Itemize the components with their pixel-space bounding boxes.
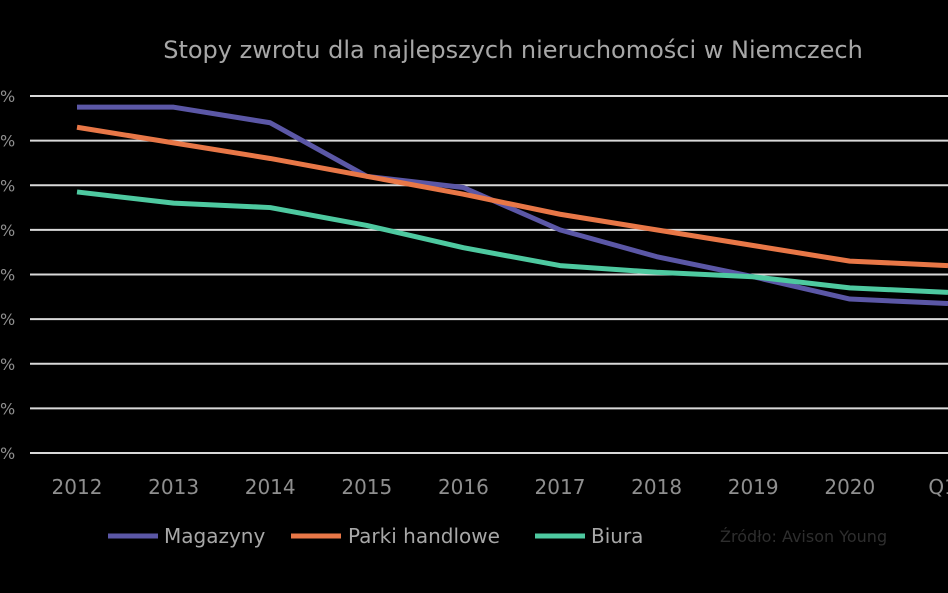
- y-tick-label: %: [0, 444, 15, 463]
- y-tick-label: %: [0, 310, 15, 329]
- y-tick-label: %: [0, 355, 15, 374]
- legend: Magazyny Parki handlowe Biura: [108, 524, 643, 548]
- series-line-parki-handlowe: [76, 124, 948, 269]
- y-tick-label: %: [0, 132, 15, 151]
- series-lines: [76, 104, 948, 307]
- x-tick-label: 2016: [438, 475, 489, 499]
- x-tick-label: 2019: [728, 475, 779, 499]
- y-tick-label: %: [0, 87, 15, 106]
- x-tick-label: 2012: [52, 475, 103, 499]
- legend-label: Biura: [591, 524, 643, 548]
- legend-label: Magazyny: [164, 524, 265, 548]
- x-tick-label: 2015: [341, 475, 392, 499]
- legend-item: Biura: [535, 524, 643, 548]
- series-line-magazyny: [77, 104, 948, 307]
- chart-title: Stopy zwrotu dla najlepszych nieruchomoś…: [163, 36, 863, 64]
- y-tick-label: %: [0, 266, 15, 285]
- x-tick-label: 2017: [535, 475, 586, 499]
- y-tick-label: %: [0, 221, 15, 240]
- y-tick-label: %: [0, 399, 15, 418]
- x-tick-label: 2018: [631, 475, 682, 499]
- y-axis-ticks: %%%%%%%%%: [0, 87, 15, 463]
- x-axis-ticks: 2012 2013 2014 2015 2016 2017 2018 2019 2020 Q1 2: [52, 475, 948, 499]
- legend-item: Magazyny: [108, 524, 265, 548]
- grid: [30, 95, 948, 454]
- y-tick-label: %: [0, 176, 15, 195]
- series-line-biura: [76, 189, 948, 295]
- x-tick-label: Q1 2: [928, 475, 948, 499]
- legend-label: Parki handlowe: [348, 524, 500, 548]
- x-tick-label: 2020: [824, 475, 875, 499]
- legend-item: Parki handlowe: [291, 524, 500, 548]
- x-tick-label: 2014: [245, 475, 296, 499]
- source-note: Źródło: Avison Young: [720, 527, 887, 546]
- x-tick-label: 2013: [148, 475, 199, 499]
